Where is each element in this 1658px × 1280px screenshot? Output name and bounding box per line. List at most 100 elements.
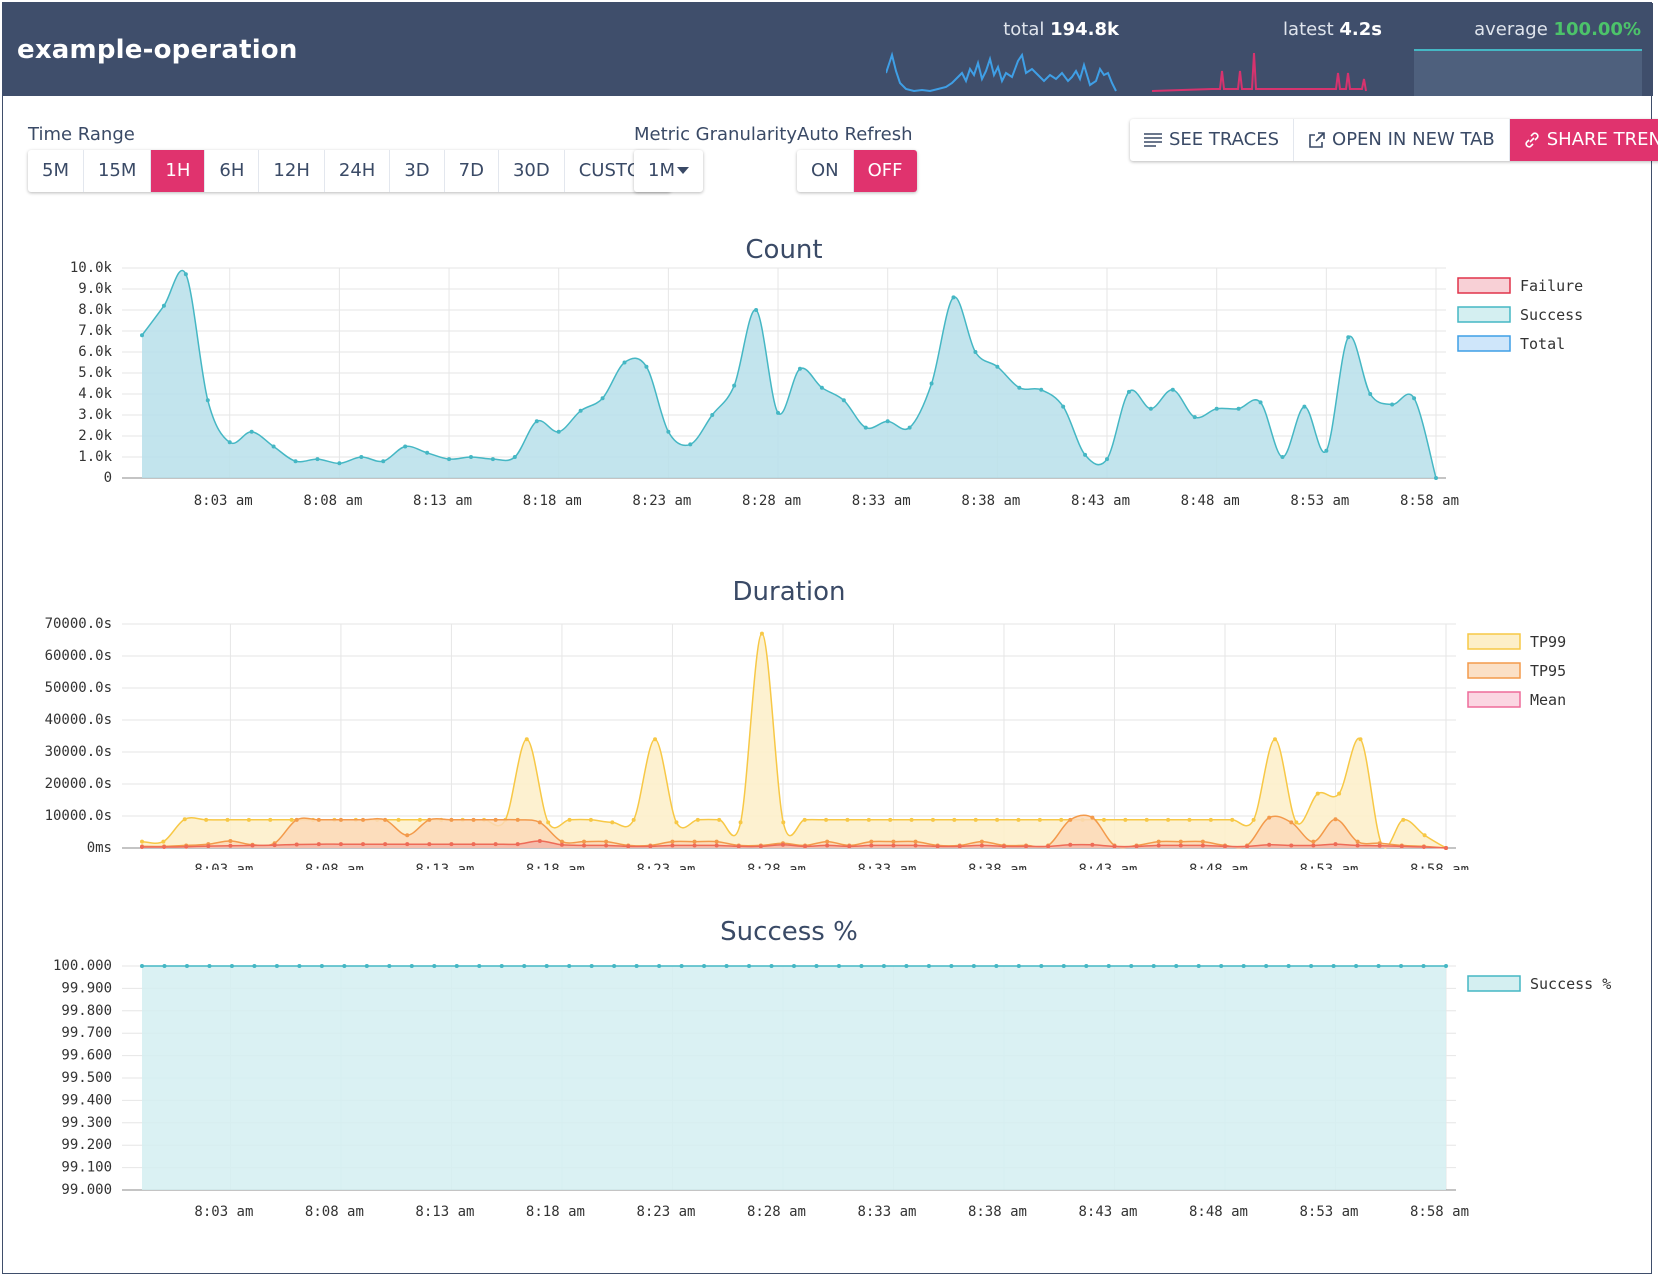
y-tick-label: 99.500	[61, 1070, 112, 1086]
data-point	[361, 817, 366, 822]
data-point	[294, 842, 299, 847]
data-point	[205, 398, 210, 403]
y-tick-label: 5.0k	[78, 365, 112, 381]
time-range-12h[interactable]: 12H	[259, 150, 325, 192]
data-point	[204, 817, 209, 822]
data-point	[845, 817, 850, 822]
chart-title: Success %	[720, 917, 858, 947]
time-range-24h[interactable]: 24H	[325, 150, 391, 192]
data-point	[995, 817, 1000, 822]
y-tick-label: 3.0k	[78, 407, 112, 423]
x-tick-label: 8:08 am	[303, 493, 362, 509]
data-point	[1134, 844, 1139, 849]
y-tick-label: 2.0k	[78, 428, 112, 444]
data-point	[162, 964, 167, 968]
data-point	[692, 839, 697, 844]
total-sparkline	[886, 51, 1117, 93]
data-point	[537, 838, 542, 843]
caret-down-icon	[676, 167, 689, 174]
data-point	[1422, 833, 1427, 838]
data-point	[359, 455, 364, 459]
data-point	[1354, 964, 1359, 968]
granularity-select[interactable]: 1M	[634, 150, 703, 192]
data-point	[666, 429, 671, 434]
data-point	[432, 964, 437, 968]
x-tick-label: 8:18 am	[526, 1204, 585, 1220]
data-point	[490, 457, 495, 462]
data-point	[1200, 843, 1205, 848]
data-point	[589, 964, 594, 968]
time-range-15m[interactable]: 15M	[84, 150, 152, 192]
data-point	[559, 839, 564, 844]
data-point	[736, 844, 741, 849]
time-range-1h[interactable]: 1H	[151, 150, 206, 192]
open-new-tab-button[interactable]: OPEN IN NEW TAB	[1294, 119, 1510, 161]
data-point	[499, 964, 504, 968]
data-point	[477, 964, 482, 968]
data-point	[493, 842, 498, 847]
time-range-7d[interactable]: 7D	[445, 150, 499, 192]
data-point	[600, 396, 605, 401]
y-tick-label: 99.400	[61, 1092, 112, 1108]
x-tick-label: 8:28 am	[747, 862, 806, 870]
auto-refresh-on[interactable]: ON	[797, 150, 854, 192]
x-tick-label: 8:48 am	[1181, 493, 1240, 509]
data-point	[1192, 415, 1197, 420]
data-point	[1294, 820, 1299, 825]
stat-average-value: 100.00%	[1553, 19, 1642, 40]
data-point	[979, 839, 984, 844]
series-area-total	[142, 270, 1436, 478]
data-point	[909, 817, 914, 822]
time-range-5m[interactable]: 5M	[28, 150, 84, 192]
data-point	[979, 843, 984, 848]
data-point	[1046, 844, 1051, 849]
duration-chart: Duration 0ms 10000.0s 20000.0s 30000.0s 40000…	[45, 577, 1567, 870]
chart-title: Count	[745, 235, 822, 265]
data-point	[471, 817, 476, 822]
data-point	[792, 964, 796, 968]
series-area-tp95	[142, 815, 1446, 848]
y-tick-label: 20000.0s	[45, 776, 112, 792]
data-point	[1230, 817, 1235, 822]
data-point	[1101, 817, 1106, 822]
data-point	[803, 844, 808, 849]
data-point	[162, 845, 167, 850]
auto-refresh-off[interactable]: OFF	[853, 150, 917, 192]
share-trend-button[interactable]: SHARE TREND	[1509, 119, 1658, 161]
y-tick-label: 30000.0s	[45, 744, 112, 760]
data-point	[182, 817, 187, 822]
legend-swatch	[1467, 662, 1521, 679]
data-point	[361, 842, 366, 847]
data-point	[781, 820, 786, 825]
legend-swatch	[1467, 975, 1521, 992]
data-point	[468, 455, 473, 459]
stat-average-label: average	[1474, 19, 1548, 40]
data-point	[1267, 842, 1272, 847]
data-point	[454, 964, 459, 968]
x-tick-label: 8:03 am	[194, 1204, 253, 1220]
x-tick-label: 8:33 am	[857, 1204, 916, 1220]
data-point	[556, 429, 561, 434]
y-tick-label: 8.0k	[78, 302, 112, 318]
chart-title: Duration	[733, 577, 846, 607]
data-point	[316, 842, 321, 847]
time-range-6h[interactable]: 6H	[205, 150, 260, 192]
data-point	[1272, 737, 1277, 742]
data-point	[907, 425, 912, 430]
time-range-30d[interactable]: 30D	[499, 150, 565, 192]
x-tick-label: 8:38 am	[968, 862, 1027, 870]
data-point	[1126, 389, 1131, 394]
data-point	[1289, 820, 1294, 825]
legend-swatch	[1457, 306, 1511, 323]
data-point	[841, 398, 846, 403]
data-point	[1355, 843, 1360, 848]
data-point	[342, 964, 347, 968]
time-range-3d[interactable]: 3D	[390, 150, 445, 192]
see-traces-button[interactable]: SEE TRACES	[1130, 119, 1295, 161]
data-point	[747, 964, 752, 968]
data-point	[814, 964, 819, 968]
legend-label: Success %	[1530, 975, 1611, 993]
granularity-dropdown[interactable]: 1M	[634, 150, 703, 192]
x-tick-label: 8:33 am	[852, 493, 911, 509]
data-point	[578, 408, 583, 413]
